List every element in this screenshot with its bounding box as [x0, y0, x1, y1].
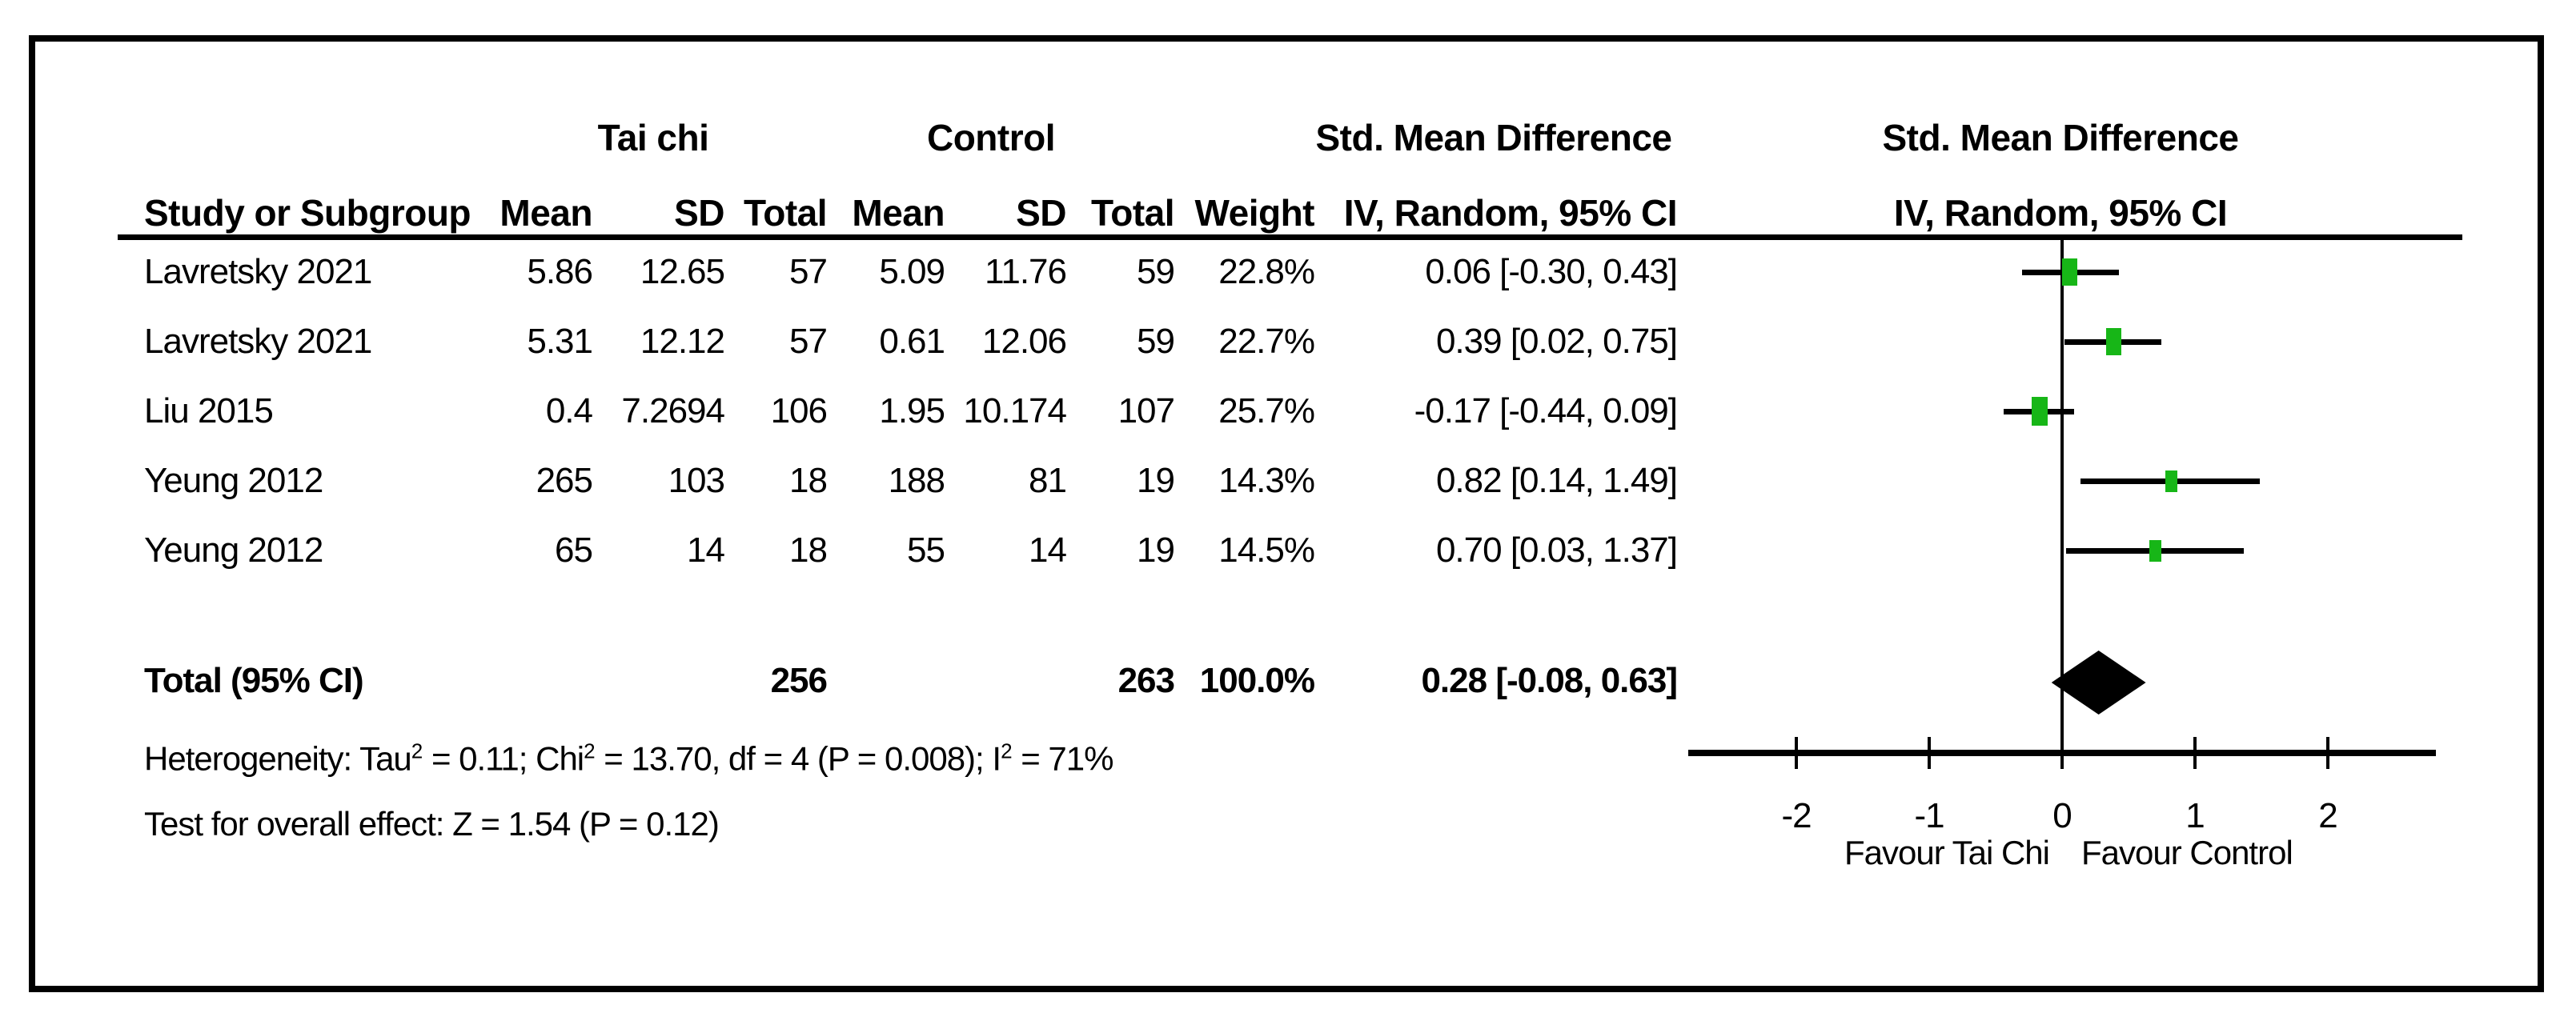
study-name: Lavretsky 2021: [144, 322, 372, 361]
weight-value: 22.7%: [1218, 322, 1315, 361]
group-header-control: Control: [926, 117, 1056, 158]
sd2-value: 10.174: [963, 391, 1067, 430]
total1-value: 57: [789, 252, 828, 291]
axis-tick-label: 2: [2318, 796, 2338, 835]
sd1-value: 12.65: [640, 252, 725, 291]
total2-value: 19: [1137, 531, 1175, 570]
effect-marker: [2165, 470, 2177, 492]
total-label: Total (95% CI): [144, 661, 364, 700]
axis-tick: [1928, 737, 1931, 769]
header-rule: [118, 234, 2462, 240]
weight-value: 14.5%: [1218, 531, 1315, 570]
col-header-mean1: Mean: [500, 192, 592, 234]
sd1-value: 12.12: [640, 322, 725, 361]
total2-value: 19: [1137, 461, 1175, 500]
mean1-value: 65: [555, 531, 593, 570]
zero-reference-line: [2060, 240, 2064, 750]
mean1-value: 5.31: [527, 322, 593, 361]
study-name: Yeung 2012: [144, 461, 323, 500]
mean1-value: 0.4: [545, 391, 593, 430]
mean1-value: 265: [536, 461, 593, 500]
total-n-control: 263: [1117, 661, 1175, 700]
axis-tick: [2326, 737, 2329, 769]
smd-column-header: Std. Mean Difference: [1315, 117, 1673, 158]
figure-border: [29, 35, 2544, 992]
axis-tick-label: 1: [2185, 796, 2205, 835]
smd-plot-header: Std. Mean Difference: [1882, 117, 2240, 158]
total-n-taichi: 256: [770, 661, 828, 700]
total1-value: 57: [789, 322, 828, 361]
col-header-total2: Total: [1091, 192, 1174, 234]
axis-tick-label: -1: [1914, 796, 1944, 835]
axis-tick-label: 0: [2052, 796, 2072, 835]
ci-value: -0.17 [-0.44, 0.09]: [1414, 391, 1678, 430]
ci-value: 0.39 [0.02, 0.75]: [1435, 322, 1678, 361]
sd1-value: 7.2694: [621, 391, 725, 430]
weight-value: 14.3%: [1218, 461, 1315, 500]
sd2-value: 14: [1029, 531, 1067, 570]
col-header-study: Study or Subgroup: [144, 192, 471, 234]
weight-value: 25.7%: [1218, 391, 1315, 430]
het-superscript: 2: [1001, 739, 1013, 763]
mean2-value: 188: [888, 461, 945, 500]
study-name: Lavretsky 2021: [144, 252, 372, 291]
heterogeneity-text: Heterogeneity: Tau2 = 0.11; Chi2 = 13.70…: [144, 739, 1113, 779]
axis-tick: [2193, 737, 2197, 769]
ci-value: 0.82 [0.14, 1.49]: [1435, 461, 1678, 500]
axis-tick-label: -2: [1781, 796, 1812, 835]
total1-value: 18: [789, 531, 828, 570]
effect-marker: [2149, 539, 2161, 562]
mean2-value: 0.61: [879, 322, 945, 361]
sd2-value: 12.06: [981, 322, 1067, 361]
total2-value: 59: [1137, 252, 1175, 291]
col-header-ci: IV, Random, 95% CI: [1343, 192, 1678, 234]
sd2-value: 81: [1029, 461, 1067, 500]
axis-tick: [1795, 737, 1798, 769]
favour-right-label: Favour Control: [2081, 834, 2293, 871]
mean2-value: 55: [907, 531, 945, 570]
effect-marker: [2062, 258, 2078, 286]
mean2-value: 1.95: [879, 391, 945, 430]
total2-value: 59: [1137, 322, 1175, 361]
het-segment: Heterogeneity: Tau: [144, 739, 412, 778]
plot-header-ci: IV, Random, 95% CI: [1893, 192, 2228, 234]
col-header-sd1: SD: [674, 192, 724, 234]
ci-value: 0.70 [0.03, 1.37]: [1435, 531, 1678, 570]
het-segment: = 0.11; Chi: [423, 739, 584, 778]
sd1-value: 103: [668, 461, 725, 500]
total-ci: 0.28 [-0.08, 0.63]: [1421, 661, 1678, 700]
total2-value: 107: [1117, 391, 1175, 430]
study-name: Liu 2015: [144, 391, 274, 430]
col-header-mean2: Mean: [852, 192, 945, 234]
mean2-value: 5.09: [879, 252, 945, 291]
weight-value: 22.8%: [1218, 252, 1315, 291]
col-header-total1: Total: [744, 192, 827, 234]
favour-left-label: Favour Tai Chi: [1844, 834, 2050, 871]
overall-effect-text: Test for overall effect: Z = 1.54 (P = 0…: [144, 805, 720, 843]
total-weight: 100.0%: [1199, 661, 1315, 700]
sd2-value: 11.76: [985, 252, 1067, 291]
effect-marker: [2106, 328, 2122, 355]
het-superscript: 2: [411, 739, 423, 763]
effect-marker: [2031, 397, 2048, 426]
het-superscript: 2: [584, 739, 596, 763]
mean1-value: 5.86: [527, 252, 593, 291]
ci-value: 0.06 [-0.30, 0.43]: [1425, 252, 1678, 291]
total1-value: 18: [789, 461, 828, 500]
sd1-value: 14: [687, 531, 725, 570]
col-header-weight: Weight: [1194, 192, 1315, 234]
het-segment: = 13.70, df = 4 (P = 0.008); I: [595, 739, 1001, 778]
total1-value: 106: [770, 391, 828, 430]
group-header-taichi: Tai chi: [597, 117, 709, 158]
het-segment: = 71%: [1012, 739, 1113, 778]
col-header-sd2: SD: [1016, 192, 1066, 234]
study-name: Yeung 2012: [144, 531, 323, 570]
axis-tick: [2060, 737, 2064, 769]
